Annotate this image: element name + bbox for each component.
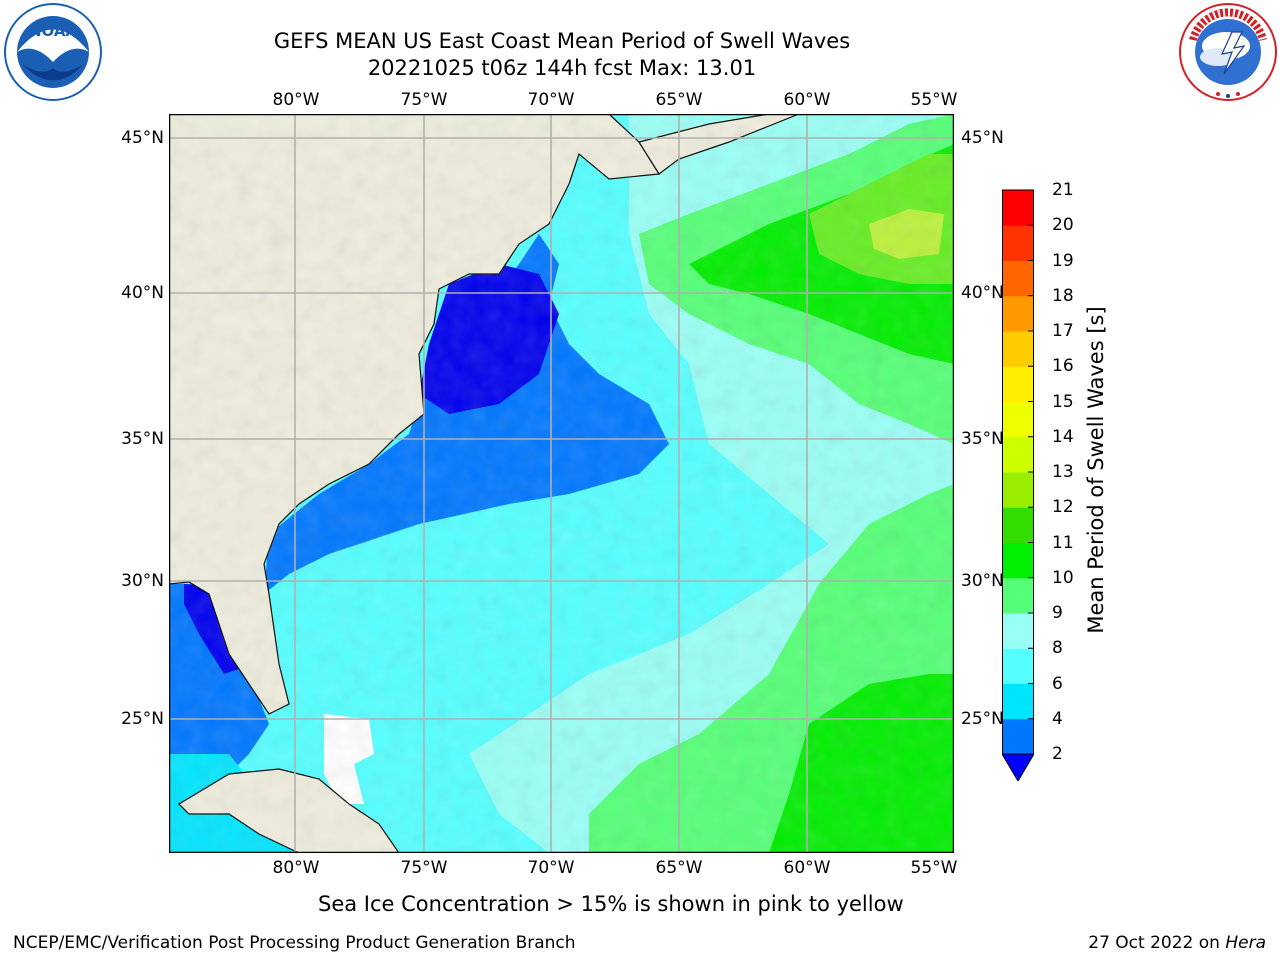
colorbar-segment <box>1002 683 1034 720</box>
colorbar-segment <box>1002 613 1034 649</box>
colorbar-segment <box>1002 577 1034 614</box>
sea-ice-note: Sea Ice Concentration > 15% is shown in … <box>318 892 904 916</box>
colorbar-tick-label: 9 <box>1052 603 1063 623</box>
lat-label-right-45n: 45°N <box>961 128 1004 148</box>
colorbar-tick-label: 6 <box>1052 673 1063 694</box>
graticule <box>169 114 954 853</box>
colorbar-tick-label: 10 <box>1052 567 1074 588</box>
colorbar-tick-label: 12 <box>1052 497 1074 518</box>
colorbar-label: Mean Period of Swell Waves [s] <box>1084 306 1108 634</box>
footer-host: Hera <box>1225 933 1266 953</box>
chart-subtitle: 20221025 t06z 144h fcst Max: 13.01 <box>367 56 757 80</box>
colorbar-segment <box>1002 472 1034 508</box>
colorbar-tick-label: 16 <box>1052 356 1074 377</box>
lat-label-right-30n: 30°N <box>961 571 1004 591</box>
lon-label-top-80w: 80°W <box>272 90 320 110</box>
lat-label-right-40n: 40°N <box>961 283 1004 303</box>
colorbar-tick-label: 11 <box>1052 532 1074 553</box>
lon-label-bottom-60w: 60°W <box>783 858 831 878</box>
lat-label-left-45n: 45°N <box>121 128 164 148</box>
lat-label-left-30n: 30°N <box>121 571 164 591</box>
noaa-logo: NOAA <box>4 3 102 101</box>
colorbar-segment <box>1002 295 1034 332</box>
colorbar-segment <box>1002 331 1034 367</box>
lon-label-top-55w: 55°W <box>910 90 958 110</box>
colorbar-tick-label: 2 <box>1052 744 1063 764</box>
footer-date: 27 Oct 2022 on Hera <box>1088 933 1266 953</box>
swell-period-map <box>168 113 955 854</box>
chart-title: GEFS MEAN US East Coast Mean Period of S… <box>273 29 851 53</box>
lon-label-bottom-80w: 80°W <box>272 858 320 878</box>
lat-label-right-25n: 25°N <box>961 709 1004 729</box>
lon-label-bottom-55w: 55°W <box>910 858 958 878</box>
colorbar-segment <box>1002 260 1034 297</box>
colorbar-segment <box>1002 436 1034 473</box>
noaa-logo-text: NOAA <box>29 22 78 40</box>
lon-label-bottom-70w: 70°W <box>527 858 575 878</box>
colorbar-tick-label: 21 <box>1052 180 1074 200</box>
colorbar-segment <box>1002 366 1034 402</box>
colorbar-tick-label: 17 <box>1052 321 1074 341</box>
colorbar <box>1002 189 1034 781</box>
colorbar-tick-label: 18 <box>1052 285 1074 306</box>
lat-label-left-35n: 35°N <box>121 429 164 449</box>
lat-label-left-40n: 40°N <box>121 283 164 303</box>
lon-label-bottom-65w: 65°W <box>655 858 703 878</box>
colorbar-tick-label: 8 <box>1052 638 1063 659</box>
footer-credit: NCEP/EMC/Verification Post Processing Pr… <box>13 933 576 953</box>
colorbar-segment <box>1002 648 1034 684</box>
colorbar-tick-label: 4 <box>1052 708 1063 729</box>
colorbar-extend-min <box>1002 753 1034 781</box>
lon-label-top-75w: 75°W <box>400 90 448 110</box>
lon-label-bottom-75w: 75°W <box>400 858 448 878</box>
lat-label-left-25n: 25°N <box>121 709 164 729</box>
colorbar-tick-label: 19 <box>1052 250 1074 271</box>
colorbar-tick-label: 13 <box>1052 462 1074 482</box>
colorbar-segment <box>1002 507 1034 543</box>
colorbar-segment <box>1002 401 1034 438</box>
colorbar-segment <box>1002 542 1034 579</box>
lat-label-right-35n: 35°N <box>961 429 1004 449</box>
colorbar-tick-label: 20 <box>1052 215 1074 236</box>
colorbar-segment <box>1002 225 1034 261</box>
footer-date-text: 27 Oct 2022 on <box>1088 933 1220 953</box>
lon-label-top-60w: 60°W <box>783 90 831 110</box>
colorbar-segment <box>1002 718 1034 755</box>
lon-label-top-65w: 65°W <box>655 90 703 110</box>
colorbar-tick-label: 15 <box>1052 391 1074 412</box>
lon-label-top-70w: 70°W <box>527 90 575 110</box>
colorbar-tick-label: 14 <box>1052 426 1074 447</box>
colorbar-segment <box>1002 190 1034 226</box>
nws-logo <box>1179 3 1277 101</box>
